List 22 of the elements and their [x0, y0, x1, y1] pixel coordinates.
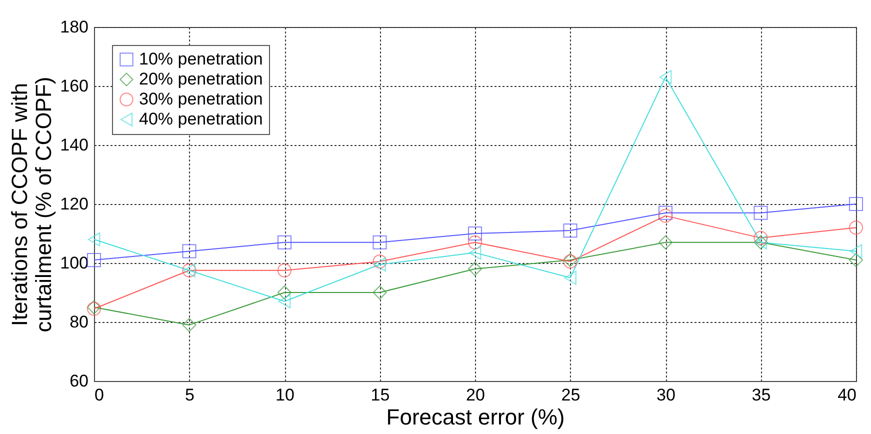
x-tick-label: 40: [838, 386, 856, 404]
x-tick-label: 20: [466, 386, 485, 404]
x-axis-title: Forecast error (%): [386, 404, 565, 430]
y-tick-label: 100: [60, 254, 88, 272]
x-tick-label: 5: [185, 386, 194, 404]
y-tick-label: 80: [70, 312, 88, 332]
x-tick-label: 25: [561, 386, 580, 404]
y-tick-label: 60: [70, 372, 88, 390]
x-tick-label: 30: [656, 386, 676, 404]
y-tick-label: 120: [60, 194, 88, 214]
y-tick-label: 160: [60, 76, 88, 96]
y-axis-title: Iterations of CCOPF with curtailment (% of CCOPF): [7, 76, 56, 332]
legend-label: 10% penetration: [139, 50, 263, 68]
x-tick-label: 10: [276, 386, 294, 404]
legend-label: 30% penetration: [139, 90, 263, 108]
legend-label: 40% penetration: [139, 110, 263, 128]
x-tick-label: 15: [370, 386, 390, 404]
x-tick-label: 0: [94, 386, 104, 404]
y-tick-label: 180: [60, 18, 88, 36]
legend-label: 20% penetration: [139, 70, 263, 88]
x-tick-label: 35: [752, 386, 771, 404]
y-tick-label: 140: [60, 136, 88, 154]
